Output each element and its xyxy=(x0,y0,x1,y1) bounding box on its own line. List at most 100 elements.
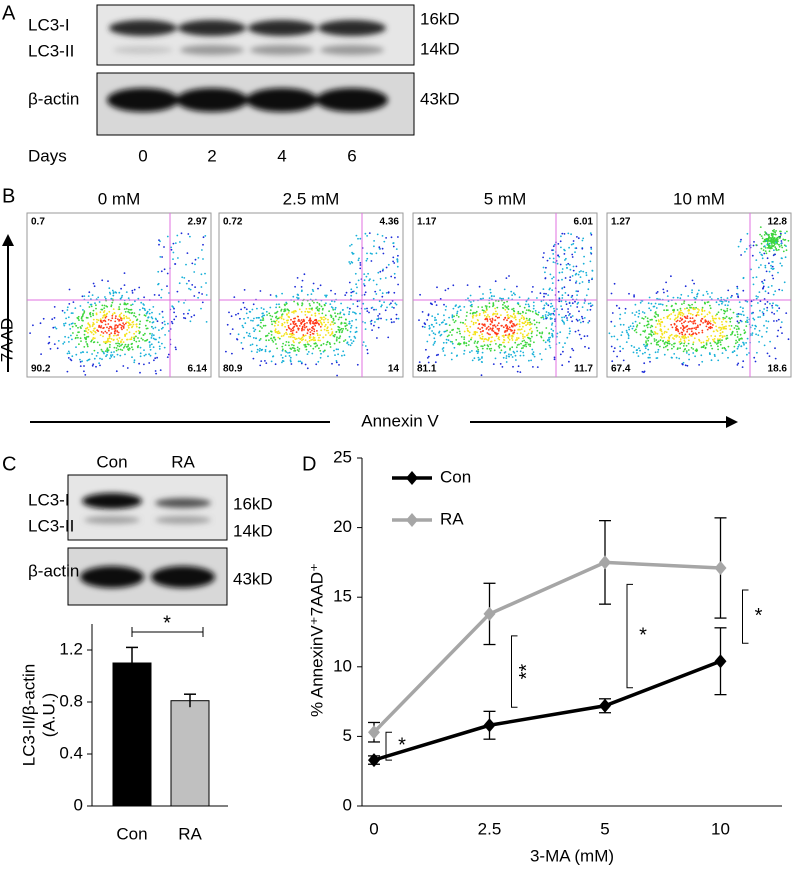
event-dot xyxy=(273,320,275,323)
event-dot xyxy=(489,327,492,330)
event-dot xyxy=(777,248,780,251)
event-dot xyxy=(589,302,592,305)
event-dot xyxy=(255,317,258,319)
event-dot xyxy=(774,290,777,293)
quadrant-value: 0.72 xyxy=(223,217,243,228)
significance-label: * xyxy=(755,605,763,627)
event-dot xyxy=(381,292,384,295)
arrow-head xyxy=(726,416,738,428)
event-dot xyxy=(322,342,325,345)
event-dot xyxy=(364,308,366,310)
event-dot xyxy=(568,327,571,330)
event-dot xyxy=(268,332,270,335)
event-dot xyxy=(345,318,347,321)
event-dot xyxy=(108,346,111,348)
event-dot xyxy=(590,233,593,236)
event-dot xyxy=(489,340,492,343)
event-dot xyxy=(128,311,131,314)
event-dot xyxy=(761,335,763,338)
event-dot xyxy=(330,328,333,330)
event-dot xyxy=(514,324,516,327)
event-dot xyxy=(85,337,88,340)
event-dot xyxy=(626,331,628,334)
event-dot xyxy=(346,329,349,332)
event-dot xyxy=(335,360,338,362)
event-dot xyxy=(327,318,329,321)
event-dot xyxy=(571,275,574,277)
event-dot xyxy=(325,343,328,346)
event-dot xyxy=(363,284,366,287)
event-dot xyxy=(565,263,568,266)
event-dot xyxy=(268,312,271,315)
event-dot xyxy=(507,337,510,339)
event-dot xyxy=(727,289,730,292)
event-dot xyxy=(636,349,639,351)
panel-label: D xyxy=(302,453,316,475)
event-dot xyxy=(692,343,694,346)
days-label: Days xyxy=(28,146,67,165)
event-dot xyxy=(130,343,133,346)
event-dot xyxy=(627,337,630,340)
event-dot xyxy=(49,348,52,350)
event-dot xyxy=(662,288,665,291)
event-dot xyxy=(145,327,148,330)
event-dot xyxy=(107,340,110,343)
event-dot xyxy=(247,316,250,319)
event-dot xyxy=(288,316,290,318)
event-dot xyxy=(709,312,711,314)
event-dot xyxy=(336,312,339,315)
event-dot xyxy=(120,341,122,344)
event-dot xyxy=(288,344,290,347)
significance-bracket xyxy=(131,627,204,637)
event-dot xyxy=(515,346,518,349)
event-dot xyxy=(194,286,197,288)
event-dot xyxy=(654,316,657,318)
event-dot xyxy=(688,353,690,356)
event-dot xyxy=(480,337,482,340)
event-dot xyxy=(475,310,478,313)
event-dot xyxy=(338,316,341,319)
event-dot xyxy=(443,330,446,333)
event-dot xyxy=(644,316,647,318)
event-dot xyxy=(736,331,739,333)
event-dot xyxy=(511,356,514,358)
event-dot xyxy=(343,354,346,357)
event-dot xyxy=(672,309,674,311)
event-dot xyxy=(126,329,129,331)
event-dot xyxy=(508,316,511,319)
event-dot xyxy=(304,326,306,329)
event-dot xyxy=(577,237,580,240)
event-dot xyxy=(53,306,56,308)
event-dot xyxy=(157,270,160,273)
event-dot xyxy=(245,308,248,311)
event-dot xyxy=(330,321,333,323)
event-dot xyxy=(746,321,749,323)
event-dot xyxy=(104,330,107,333)
event-dot xyxy=(434,361,437,364)
event-dot xyxy=(188,287,190,290)
event-dot xyxy=(280,317,283,320)
scatter-cloud xyxy=(606,212,792,378)
event-dot xyxy=(348,261,351,263)
event-dot xyxy=(168,292,170,294)
event-dot xyxy=(265,339,268,342)
event-dot xyxy=(763,245,766,248)
event-dot xyxy=(307,351,310,353)
event-dot xyxy=(135,323,138,325)
event-dot xyxy=(535,321,538,324)
event-dot xyxy=(709,322,712,325)
event-dot xyxy=(588,281,590,284)
size-label: 14kD xyxy=(233,521,273,540)
event-dot xyxy=(531,310,534,313)
event-dot xyxy=(536,366,539,368)
event-dot xyxy=(101,316,104,319)
event-dot xyxy=(736,325,739,328)
event-dot xyxy=(477,356,480,359)
event-dot xyxy=(297,318,300,321)
event-dot xyxy=(95,304,97,307)
event-dot xyxy=(547,312,550,314)
event-dot xyxy=(68,352,71,355)
event-dot xyxy=(563,323,566,325)
event-dot xyxy=(129,319,132,322)
event-dot xyxy=(276,310,279,313)
